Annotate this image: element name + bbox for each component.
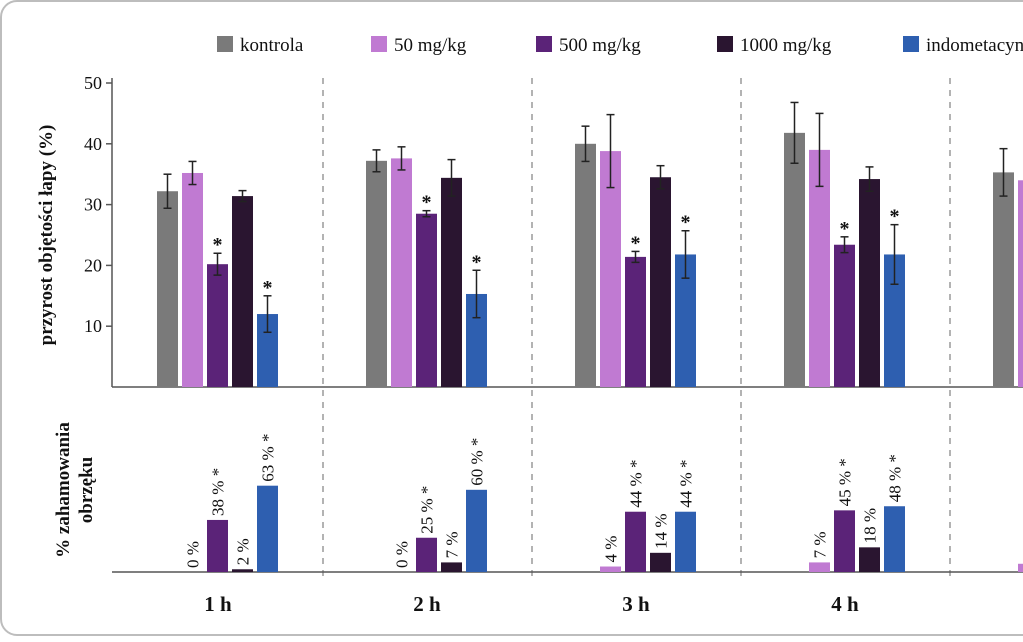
inhibition-bar-indometacyna: [466, 490, 487, 572]
inhibition-bar-1000-mg-kg: [859, 547, 880, 572]
inhibition-label-zero: 0 %: [393, 541, 412, 568]
inhibition-bar-indometacyna: [257, 486, 278, 572]
bar-kontrola: [784, 133, 805, 387]
inhibition-label: 44 % *: [627, 460, 646, 508]
inhibition-bar-500-mg-kg: [416, 538, 437, 572]
legend-swatch-kontrola: [217, 36, 233, 52]
inhibition-bar-500-mg-kg: [834, 510, 855, 572]
bar-1000-mg-kg: [441, 178, 462, 387]
x-category-label: 4 h: [831, 592, 859, 616]
bar-kontrola: [575, 144, 596, 387]
inhibition-label: 4 %: [602, 536, 621, 563]
bar-1000-mg-kg: [232, 196, 253, 387]
inhibition-label: 2 %: [234, 538, 253, 565]
inhibition-label: 63 % *: [259, 434, 278, 482]
bar-50-mg-kg: [182, 173, 203, 387]
y-tick-label: 10: [84, 316, 102, 336]
inhibition-label: 38 % *: [209, 468, 228, 516]
significance-star: *: [840, 218, 850, 240]
inhibition-bar-50-mg-kg: [809, 562, 830, 572]
significance-star: *: [890, 206, 900, 228]
inhibition-bar-50-mg-kg: [1018, 564, 1023, 572]
bar-1000-mg-kg: [859, 179, 880, 387]
x-category-label: 3 h: [622, 592, 650, 616]
inhibition-label: 7 %: [443, 531, 462, 558]
legend-swatch-indometacyna: [903, 36, 919, 52]
inhibition-label: 18 %: [861, 508, 880, 543]
y-axis-title: przyrost objętości łapy (%): [36, 125, 57, 346]
inhibition-bar-50-mg-kg: [600, 567, 621, 572]
inhibition-bar-indometacyna: [884, 506, 905, 572]
inhibition-label-zero: 0 %: [184, 541, 203, 568]
bottom-y-axis-title-line: % zahamowania: [53, 422, 74, 558]
legend-swatch-50-mg-kg: [371, 36, 387, 52]
significance-star: *: [263, 277, 273, 299]
inhibition-bar-500-mg-kg: [625, 512, 646, 572]
legend-swatch-500-mg-kg: [536, 36, 552, 52]
bar-500-mg-kg: [834, 245, 855, 387]
x-category-label: 1 h: [204, 592, 232, 616]
legend-label-500-mg-kg: 500 mg/kg: [559, 35, 641, 56]
inhibition-label: 48 % *: [886, 454, 905, 502]
inhibition-bar-1000-mg-kg: [232, 569, 253, 572]
significance-star: *: [631, 232, 641, 254]
legend-label-kontrola: kontrola: [240, 35, 304, 56]
y-tick-label: 20: [84, 255, 102, 275]
bottom-y-axis-title-line: obrzęku: [76, 456, 97, 523]
y-tick-label: 50: [84, 73, 102, 93]
significance-star: *: [472, 251, 482, 273]
inhibition-bar-1000-mg-kg: [650, 553, 671, 572]
legend-label-50-mg-kg: 50 mg/kg: [394, 35, 467, 56]
inhibition-label: 44 % *: [677, 460, 696, 508]
inhibition-label: 25 % *: [418, 486, 437, 534]
bar-kontrola: [157, 191, 178, 387]
bar-kontrola: [366, 161, 387, 387]
legend-label-1000-mg-kg: 1000 mg/kg: [740, 35, 832, 56]
bar-50-mg-kg: [391, 158, 412, 387]
legend-label-indometacyna: indometacyna: [926, 35, 1023, 56]
bar-kontrola: [993, 172, 1014, 387]
inhibition-label: 45 % *: [836, 458, 855, 506]
legend-swatch-1000-mg-kg: [717, 36, 733, 52]
significance-star: *: [213, 234, 223, 256]
inhibition-label: 7 %: [811, 531, 830, 558]
significance-star: *: [681, 212, 691, 234]
bar-1000-mg-kg: [650, 177, 671, 387]
bar-500-mg-kg: [625, 257, 646, 387]
inhibition-label: 14 %: [652, 513, 671, 548]
inhibition-bar-indometacyna: [675, 512, 696, 572]
y-tick-label: 30: [84, 195, 102, 215]
bar-500-mg-kg: [207, 264, 228, 387]
bar-500-mg-kg: [416, 214, 437, 387]
inhibition-label: 6 %: [1020, 533, 1023, 560]
x-category-label: 2 h: [413, 592, 441, 616]
inhibition-bar-500-mg-kg: [207, 520, 228, 572]
significance-star: *: [422, 192, 432, 214]
bar-50-mg-kg: [1018, 180, 1023, 387]
inhibition-bar-1000-mg-kg: [441, 562, 462, 572]
inhibition-label: 60 % *: [468, 438, 487, 486]
y-tick-label: 40: [84, 134, 102, 154]
